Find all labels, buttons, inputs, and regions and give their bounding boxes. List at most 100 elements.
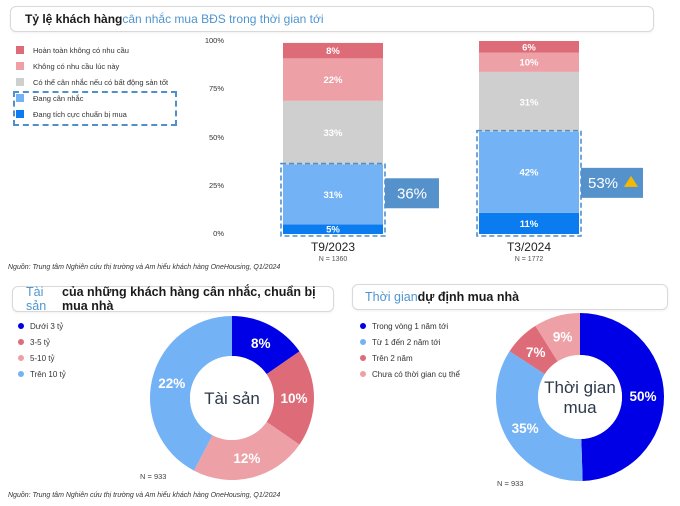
donut-hole xyxy=(538,355,622,439)
title-highlight: Thời gian xyxy=(365,290,418,304)
legend-swatch xyxy=(16,46,24,54)
bar-segment-hoan-toan-khong-co-nhu-cau xyxy=(479,41,579,53)
bar-data-label: 42% xyxy=(519,168,539,179)
bar-data-label: 31% xyxy=(323,190,343,201)
donut2-title: Thời gian dự định mua nhà xyxy=(352,284,668,310)
bar-segment-dang-can-nhac xyxy=(479,131,579,213)
title-highlight: cân nhắc mua BĐS trong thời gian tới xyxy=(122,12,324,26)
legend-dot xyxy=(360,323,366,329)
legend-swatch xyxy=(16,62,24,70)
bar-chart-legend: Hoàn toàn không có nhu cầu Không có nhu c… xyxy=(16,42,168,122)
bar-data-label: 22% xyxy=(323,75,343,86)
legend-item-tren-10-ty: Trên 10 tỷ xyxy=(18,366,66,382)
donut-data-label: 10% xyxy=(280,391,307,406)
title-plain: dự định mua nhà xyxy=(417,290,520,304)
bar-chart-title: Tỷ lệ khách hàng cân nhắc mua BĐS trong … xyxy=(10,6,654,32)
legend-item-duoi-3-ty: Dưới 3 tỷ xyxy=(18,318,66,334)
y-tick-label: 0% xyxy=(213,229,224,238)
bar-segment-khong-co-nhu-cau-luc-nay xyxy=(479,52,579,72)
x-category-n: N = 1360 xyxy=(318,256,348,263)
source-note-2: Nguồn: Trung tâm Nghiên cứu thị trường v… xyxy=(8,492,281,499)
x-category-label: T9/2023 xyxy=(310,240,356,254)
bar-segment-dang-tich-cuc-chuan-bi-mua xyxy=(479,212,579,234)
legend-item-tu-1-den-2-nam-toi: Từ 1 đến 2 năm tới xyxy=(360,334,460,350)
callout-value: 53% xyxy=(588,175,618,192)
donut-slice-tu-1-den-2-nam-toi xyxy=(496,351,583,481)
legend-label: Đang tích cực chuẩn bị mua xyxy=(33,109,127,119)
legend-swatch xyxy=(16,94,24,102)
legend-item-khong-co-nhu-cau-luc-nay: Không có nhu cầu lúc này xyxy=(16,58,168,74)
donut-data-label: 9% xyxy=(553,329,573,344)
donut2-n: N = 933 xyxy=(497,479,524,488)
legend-label: Dưới 3 tỷ xyxy=(30,321,64,331)
legend-label: 5-10 tỷ xyxy=(30,353,55,363)
legend-label: Chưa có thời gian cụ thể xyxy=(372,369,460,379)
bar-data-label: 11% xyxy=(520,219,539,230)
legend-item-dang-can-nhac: Đang cân nhắc xyxy=(16,90,168,106)
donut-slice-tren-2-nam xyxy=(509,325,558,375)
callout-value: 36% xyxy=(397,185,427,202)
legend-label: Đang cân nhắc xyxy=(33,93,84,103)
bar-segment-co-the-can-nhac-neu-co-bat-dong-san-tot xyxy=(283,100,383,165)
donut-data-label: 8% xyxy=(251,336,271,351)
bar-segment-khong-co-nhu-cau-luc-nay xyxy=(283,58,383,101)
donut-slice-trong-vong-1-nam-toi xyxy=(580,312,665,481)
legend-label: Có thể cân nhắc nếu có bất động sản tốt xyxy=(33,77,169,87)
bar-data-label: 31% xyxy=(519,97,539,108)
legend-dot xyxy=(18,355,24,361)
bar-segment-co-the-can-nhac-neu-co-bat-dong-san-tot xyxy=(479,71,579,132)
bar-segment-dang-tich-cuc-chuan-bi-mua xyxy=(283,224,383,234)
donut-center-label: Tài sản xyxy=(204,389,260,408)
donut-hole xyxy=(190,356,274,440)
donut-slice-5-10-ty xyxy=(193,421,300,480)
x-category-n: N = 1772 xyxy=(514,256,544,263)
up-triangle-icon xyxy=(624,175,638,187)
title-highlight: Tài sản xyxy=(26,285,47,313)
legend-label: Không có nhu cầu lúc này xyxy=(33,61,120,71)
legend-label: Hoàn toàn không có nhu cầu xyxy=(33,45,129,55)
donut1-legend: Dưới 3 tỷ 3-5 tỷ 5-10 tỷ Trên 10 tỷ xyxy=(18,318,66,382)
legend-swatch xyxy=(16,78,24,86)
legend-dot xyxy=(360,355,366,361)
donut-data-label: 50% xyxy=(629,389,656,404)
y-tick-label: 50% xyxy=(208,132,224,142)
donut2-legend: Trong vòng 1 năm tới Từ 1 đến 2 năm tới Tr… xyxy=(360,318,460,382)
donut-data-label: 12% xyxy=(233,451,260,466)
donut-slice-chua-co-thoi-gian-cu-the xyxy=(535,313,580,362)
donut-data-label: 22% xyxy=(158,376,185,391)
bar-segment-dang-can-nhac xyxy=(283,164,383,225)
bar-data-label: 6% xyxy=(522,42,536,53)
donut1-title: Tài sản của những khách hàng cân nhắc, c… xyxy=(12,285,334,313)
donut-center-label: Thời gian xyxy=(544,378,616,397)
source-note: Nguồn: Trung tâm Nghiên cứu thị trường v… xyxy=(8,264,281,271)
legend-item-co-the-can-nhac-neu-co-bat-dong-san-tot: Có thể cân nhắc nếu có bất động sản tốt xyxy=(16,74,168,90)
legend-item-5-10-ty: 5-10 tỷ xyxy=(18,350,66,366)
legend-label: Từ 1 đến 2 năm tới xyxy=(372,337,441,347)
legend-highlight-box xyxy=(13,91,177,126)
donut-data-label: 7% xyxy=(526,345,546,360)
legend-swatch xyxy=(16,110,24,118)
bar-data-label: 5% xyxy=(326,225,340,236)
legend-dot xyxy=(18,323,24,329)
y-tick-label: 75% xyxy=(208,84,224,94)
title-plain: Tỷ lệ khách hàng xyxy=(25,12,123,26)
y-tick-label: 100% xyxy=(204,36,224,45)
bar-data-label: 8% xyxy=(326,46,340,57)
callout-box xyxy=(385,178,439,209)
legend-item-dang-tich-cuc-chuan-bi-mua: Đang tích cực chuẩn bị mua xyxy=(16,106,168,122)
legend-item-hoan-toan-khong-co-nhu-cau: Hoàn toàn không có nhu cầu xyxy=(16,42,168,58)
bar-data-label: 33% xyxy=(323,128,343,139)
donut1-n: N = 933 xyxy=(140,472,167,481)
legend-label: Trên 2 năm xyxy=(372,353,413,363)
bar-segment-hoan-toan-khong-co-nhu-cau xyxy=(283,42,383,59)
legend-label: Trên 10 tỷ xyxy=(30,369,66,379)
y-tick-label: 25% xyxy=(208,180,224,190)
donut-center-label: mua xyxy=(563,398,597,417)
legend-dot xyxy=(18,339,24,345)
donut-slice-tren-10-ty xyxy=(150,316,232,471)
donut-slice-3-5-ty xyxy=(266,351,314,445)
legend-dot xyxy=(360,339,366,345)
legend-label: 3-5 tỷ xyxy=(30,337,51,347)
title-plain: của những khách hàng cân nhắc, chuẩn bị … xyxy=(62,285,316,313)
